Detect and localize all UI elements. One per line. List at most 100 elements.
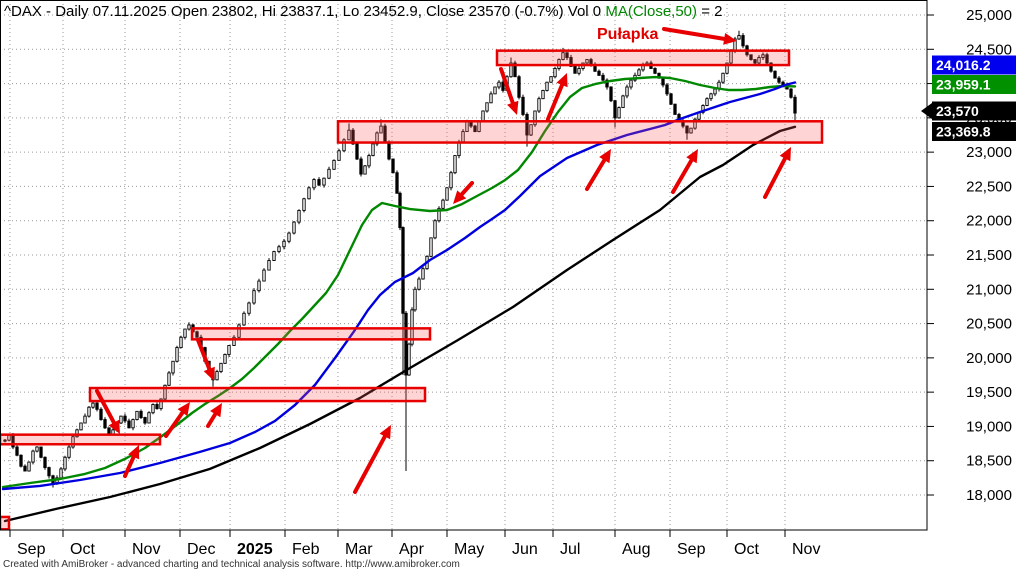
candle-body	[449, 172, 453, 189]
candle-body	[565, 52, 569, 58]
candle-body	[223, 353, 227, 364]
trend-arrow-shaft	[95, 389, 116, 425]
support-resistance-zone	[88, 386, 427, 403]
candle-body	[561, 52, 565, 61]
candle-body	[789, 88, 793, 98]
trend-arrow-shaft	[459, 181, 474, 197]
candle-body	[277, 246, 281, 253]
candle-body	[553, 68, 557, 78]
candle-body	[621, 95, 625, 109]
candle-body	[441, 199, 445, 209]
trend-arrow-shaft	[585, 158, 607, 191]
trend-arrow-shaft	[206, 412, 218, 428]
candle-body	[379, 125, 383, 134]
candle-body	[35, 446, 39, 452]
candle-body	[387, 141, 391, 160]
candle-body	[371, 143, 375, 157]
candle-body	[95, 402, 99, 410]
ma100-value-tag-text: 24,016.2	[936, 57, 991, 73]
candle-body	[322, 177, 326, 186]
candle-body	[367, 155, 371, 167]
candle-body	[605, 79, 609, 88]
candle-body	[445, 187, 449, 201]
candle-body	[577, 68, 581, 74]
candle-body	[139, 410, 143, 418]
candle-body	[307, 187, 311, 200]
candle-body	[497, 81, 501, 88]
y-axis-label: 20,000	[966, 350, 1012, 367]
trend-arrow-shaft	[164, 410, 185, 438]
candle-body	[99, 408, 103, 421]
y-axis-label: 18,500	[966, 453, 1012, 470]
candle-body	[242, 312, 246, 326]
trend-arrow-shaft	[763, 156, 788, 199]
chart-title-suffix: = 2	[697, 3, 723, 20]
candle-body	[347, 129, 351, 141]
candle-body	[437, 207, 441, 222]
candle-body	[395, 172, 399, 194]
candle-body	[749, 54, 753, 61]
chart-title-main: ^DAX - Daily 07.11.2025 Open 23802, Hi 2…	[4, 3, 606, 20]
candle-body	[737, 35, 741, 40]
candle-body	[131, 419, 135, 429]
candle-body	[262, 269, 266, 282]
candle-body	[43, 456, 47, 469]
candle-body	[585, 59, 589, 64]
support-resistance-zone	[0, 515, 11, 531]
candle-body	[71, 436, 75, 448]
ma100-value-tag	[932, 55, 1016, 75]
candle-body	[501, 81, 505, 91]
candle-body	[267, 260, 271, 271]
trend-arrow-head	[686, 149, 698, 164]
candle-body	[163, 384, 167, 400]
candle-body	[721, 72, 725, 83]
ma200-value-tag	[932, 122, 1016, 141]
x-axis-label: Sep	[677, 541, 706, 558]
candle-body	[541, 89, 545, 100]
candle-body	[761, 54, 765, 58]
x-axis-label: 2025	[237, 541, 273, 558]
chart-title: ^DAX - Daily 07.11.2025 Open 23802, Hi 2…	[4, 3, 925, 20]
candle-body	[297, 209, 301, 223]
candle-body	[701, 105, 705, 113]
amibroker-credit: Created with AmiBroker - advanced charti…	[3, 559, 460, 570]
trend-arrow-head	[203, 366, 215, 381]
candle-body	[282, 240, 286, 248]
candle-body	[653, 68, 657, 74]
y-axis-label: 19,500	[966, 384, 1012, 401]
candle-body	[187, 324, 191, 330]
candle-body	[363, 165, 367, 175]
ma50-value-tag-text: 23,959.1	[936, 77, 991, 93]
trend-arrow-head	[177, 402, 190, 417]
candles	[3, 30, 797, 488]
candle-body	[573, 65, 577, 74]
candle-body	[453, 155, 457, 174]
candle-body	[155, 404, 159, 410]
candle-body	[769, 62, 773, 72]
ma100-line	[1, 81, 797, 491]
candle-body	[312, 179, 316, 189]
x-axis-label: Aug	[622, 541, 650, 558]
y-axis-label: 21,500	[966, 247, 1012, 264]
ma50-line	[1, 75, 797, 489]
trend-arrow-head	[128, 445, 140, 460]
candle-body	[103, 419, 107, 429]
candle-body	[457, 141, 461, 157]
candle-body	[417, 278, 421, 290]
candle-body	[777, 77, 781, 83]
candle-body	[597, 70, 601, 76]
candle-body	[537, 98, 541, 112]
y-axis-label: 21,000	[966, 281, 1012, 298]
candle-body	[171, 360, 175, 374]
x-axis-label: Sep	[17, 541, 46, 558]
candle-body	[391, 158, 395, 174]
candle-body	[317, 179, 321, 186]
candle-body	[525, 113, 529, 136]
candle-body	[39, 446, 43, 458]
candle-body	[601, 74, 605, 81]
support-resistance-zone	[0, 433, 162, 446]
candle-body	[613, 100, 617, 119]
trend-arrow-head	[723, 32, 737, 45]
